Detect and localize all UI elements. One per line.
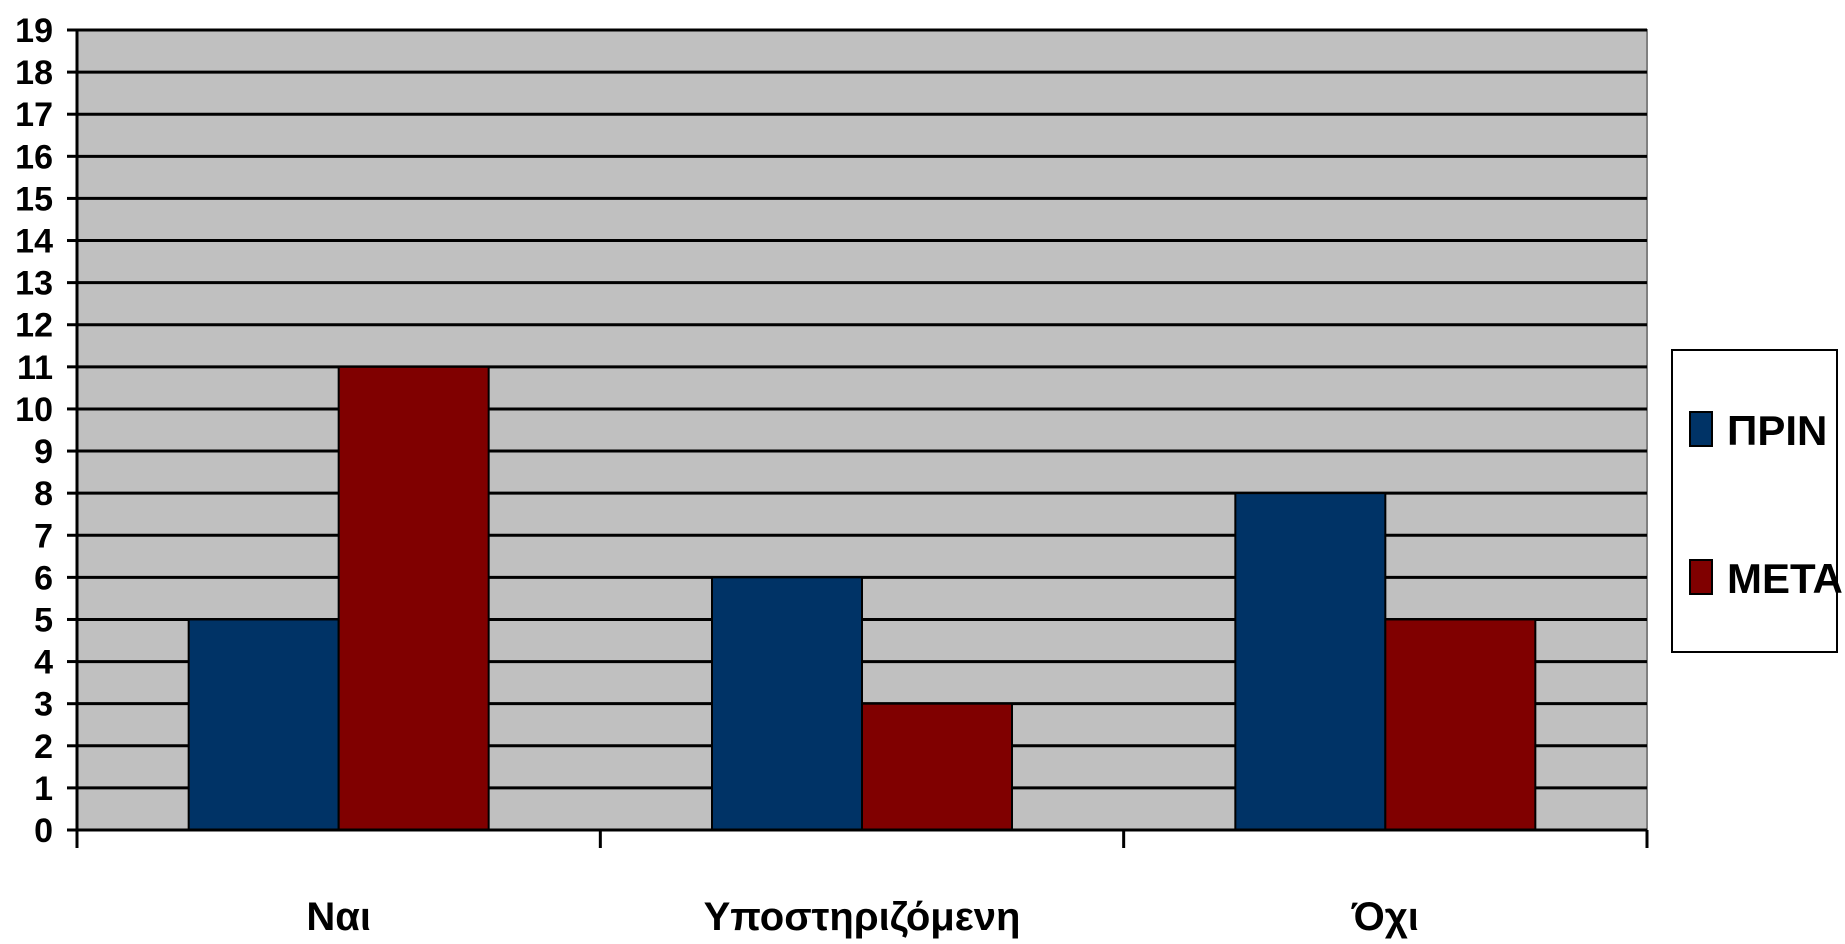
y-tick-label: 10 xyxy=(15,391,53,429)
y-tick-label: 7 xyxy=(34,517,53,555)
y-tick-label: 9 xyxy=(34,433,53,471)
x-category-labels: Ναι Υποστηριζόμενη Όχι xyxy=(306,895,1419,939)
y-tick-label: 14 xyxy=(15,223,53,261)
x-category-label: Ναι xyxy=(306,895,371,939)
y-tick-label: 4 xyxy=(34,644,53,682)
legend-label: ΜΕΤΑ xyxy=(1727,555,1843,602)
bar-series-2 xyxy=(861,702,1013,831)
y-tick-label: 0 xyxy=(34,812,53,850)
y-tick-label: 3 xyxy=(34,686,53,724)
legend-swatch xyxy=(1689,411,1713,447)
legend-box xyxy=(1671,349,1838,653)
y-tick-label: 8 xyxy=(34,475,53,513)
y-tick-label: 16 xyxy=(15,138,53,176)
legend-label: ΠΡΙΝ xyxy=(1727,407,1827,454)
x-category-label: Όχι xyxy=(1351,895,1419,939)
y-tick-label: 19 xyxy=(15,12,53,50)
bar-series-1 xyxy=(1234,492,1387,831)
y-tick-label: 17 xyxy=(15,96,53,134)
y-tick-label: 11 xyxy=(17,349,53,387)
legend-swatch xyxy=(1689,559,1713,595)
axes xyxy=(67,28,1649,848)
y-tick-label: 2 xyxy=(34,728,53,766)
y-tick-label: 1 xyxy=(34,770,53,808)
y-tick-label: 15 xyxy=(15,180,53,218)
y-tick-label: 5 xyxy=(34,601,53,639)
legend: ΠΡΙΝ ΜΕΤΑ xyxy=(1671,349,1843,653)
y-tick-label: 6 xyxy=(34,559,53,597)
bars xyxy=(187,365,1537,832)
bar-series-2 xyxy=(337,365,490,831)
bar-series-1 xyxy=(187,618,340,832)
y-tick-label: 13 xyxy=(15,265,53,303)
x-category-label: Υποστηριζόμενη xyxy=(704,895,1021,939)
y-tick-label: 18 xyxy=(15,54,53,92)
y-tick-label: 12 xyxy=(15,307,53,345)
bar-series-1 xyxy=(711,576,863,831)
bar-series-2 xyxy=(1384,618,1537,832)
